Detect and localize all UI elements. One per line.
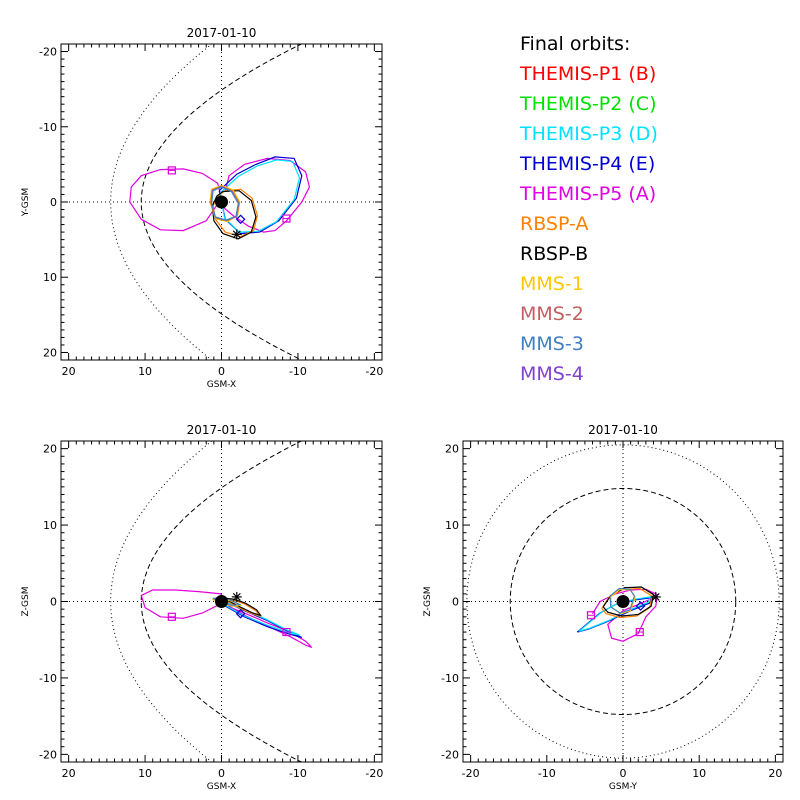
diamond-marker [235, 608, 246, 619]
legend-item: RBSP-B [520, 243, 589, 265]
legend-item: MMS-3 [520, 333, 584, 355]
x-tick-label: 20 [62, 365, 76, 378]
star-marker [651, 592, 660, 601]
earth-marker [616, 595, 630, 608]
magnetopause-boundary [509, 488, 737, 715]
legend-title: Final orbits: [520, 33, 631, 55]
magnetopause-boundary [140, 441, 303, 762]
orbit-mms-3 [211, 186, 239, 221]
x-tick-label: 0 [218, 767, 225, 780]
plot-title: 2017-01-10 [187, 26, 257, 40]
plot-area [463, 441, 783, 762]
orbit-themis-p3-d- [578, 596, 652, 632]
orbit-legend: Final orbits: THEMIS-P1 (B) THEMIS-P2 (C)… [520, 32, 658, 392]
x-axis-label: GSM-Y [609, 782, 638, 792]
orbit-mms-2 [210, 185, 240, 222]
y-tick-label: -20 [39, 46, 57, 59]
y-tick-label: 0 [50, 196, 57, 209]
y-axis-label: Z-GSM [21, 586, 31, 616]
x-tick-label: 20 [768, 767, 782, 780]
orbit-mms-1 [209, 184, 241, 223]
x-tick-label: -20 [365, 767, 383, 780]
x-axis-label: GSM-X [207, 380, 236, 390]
orbit-themis-p4-e- [220, 599, 303, 638]
orbit-rbsp-b [211, 190, 257, 240]
star-marker [232, 592, 241, 601]
x-tick-label: 0 [620, 767, 627, 780]
plot-title: 2017-01-10 [187, 423, 257, 437]
legend-item: THEMIS-P5 (A) [520, 183, 657, 205]
orbit-themis-p5-a-apogee-loop [129, 168, 223, 232]
legend-item: THEMIS-P1 (B) [520, 63, 657, 85]
plot-gsm-x-y: 20 10 0 -10 -20 -20 -10 0 10 20 2017-01-10 GSM-X Y-G… [21, 26, 383, 390]
x-tick-label: 10 [138, 767, 152, 780]
plot-area [61, 44, 382, 360]
x-tick-label: -10 [538, 767, 556, 780]
legend-item: THEMIS-P4 (E) [520, 153, 656, 175]
orbit-themis-p5-a- [140, 589, 223, 619]
y-tick-label: 10 [445, 519, 459, 532]
orbit-rbsp-b [221, 597, 262, 617]
diamond-marker [635, 601, 646, 611]
x-tick-label: -20 [365, 365, 383, 378]
y-tick-label: -10 [39, 121, 57, 134]
y-axis-label: Z-GSM [423, 586, 433, 616]
plot-title: 2017-01-10 [588, 423, 658, 437]
orbit-themis-p3-d- [219, 159, 301, 233]
x-tick-label: 10 [138, 365, 152, 378]
y-axis-label: Y-GSM [21, 188, 31, 217]
star-marker [232, 230, 241, 239]
diamond-marker [235, 214, 246, 225]
orbit-mms-1 [610, 588, 636, 615]
x-tick-label: -10 [289, 767, 307, 780]
x-axis-label: GSM-X [207, 782, 236, 792]
y-tick-label: -10 [39, 672, 57, 685]
x-tick-label: -20 [462, 767, 480, 780]
x-tick-label: -10 [289, 365, 307, 378]
legend-item: THEMIS-P3 (D) [520, 123, 658, 145]
y-tick-label: 20 [445, 443, 459, 456]
bow-shock-boundary [110, 441, 213, 762]
plot-area [61, 441, 382, 762]
earth-marker [215, 595, 228, 608]
orbit-rbsp-a [212, 188, 259, 238]
legend-items: THEMIS-P1 (B) THEMIS-P2 (C) THEMIS-P3 (D) T… [520, 62, 658, 392]
y-tick-label: 0 [50, 596, 57, 609]
legend-item: RBSP-A [520, 213, 589, 235]
legend-item: MMS-4 [520, 363, 584, 385]
x-tick-label: 0 [218, 365, 225, 378]
earth-marker [215, 195, 228, 209]
y-tick-label: -10 [441, 672, 459, 685]
y-tick-label: 20 [43, 443, 57, 456]
y-tick-label: 10 [43, 271, 57, 284]
y-tick-label: 0 [452, 596, 459, 609]
y-tick-label: 20 [43, 346, 57, 359]
legend-item: THEMIS-P2 (C) [520, 93, 657, 115]
plot-gsm-y-z: -20 -10 0 10 20 20 10 0 -10 -20 2017-01-10 GSM-Y Z-G… [423, 423, 784, 792]
y-tick-label: -20 [39, 748, 57, 761]
x-tick-label: 20 [62, 767, 76, 780]
orbit-mms-3 [609, 587, 635, 614]
orbit-themis-p5-a- [221, 157, 311, 233]
legend-item: MMS-1 [520, 273, 584, 295]
plot-gsm-x-z: 20 10 0 -10 -20 20 10 0 -10 -20 2017-01-10 GSM-X Z-G… [21, 423, 383, 792]
x-tick-label: 10 [692, 767, 706, 780]
y-tick-label: 10 [43, 519, 57, 532]
y-tick-label: -20 [441, 748, 459, 761]
legend-item: MMS-2 [520, 303, 584, 325]
